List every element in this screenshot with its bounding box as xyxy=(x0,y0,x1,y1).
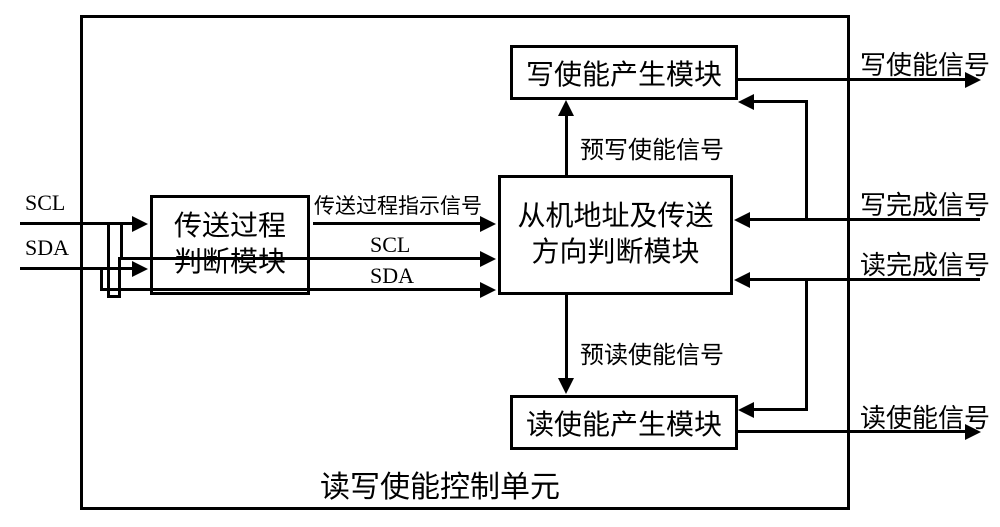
read-complete-arrow xyxy=(734,272,750,288)
read-enable-gen-block: 读使能产生模块 xyxy=(510,395,738,450)
slave-addr-block: 从机地址及传送 方向判断模块 xyxy=(498,175,733,295)
sda-int-line xyxy=(100,288,483,291)
sda-tap-v xyxy=(100,267,103,290)
scl-in-label: SCL xyxy=(25,190,65,216)
container-title: 读写使能控制单元 xyxy=(320,462,560,506)
transfer-judge-block: 传送过程 判断模块 xyxy=(150,195,310,295)
transfer-indicator-arrow xyxy=(480,216,496,232)
transfer-indicator-label: 传送过程指示信号 xyxy=(314,190,482,220)
write-complete-label: 写完成信号 xyxy=(860,185,990,222)
read-complete-branch-v xyxy=(805,278,808,411)
pre-write-line xyxy=(565,115,568,175)
write-complete-branch-v xyxy=(805,100,808,221)
pre-write-enable-label: 预写使能信号 xyxy=(580,130,724,165)
scl-tap-v xyxy=(120,222,123,260)
scl-int-line xyxy=(120,257,483,260)
scl-int-arrow xyxy=(480,251,496,267)
scl-internal-label: SCL xyxy=(370,232,410,258)
write-enable-gen-block: 写使能产生模块 xyxy=(510,45,738,100)
slave-addr-label: 从机地址及传送 方向判断模块 xyxy=(517,199,713,272)
write-enable-out-line xyxy=(738,78,968,81)
sda-internal-label: SDA xyxy=(370,263,414,289)
read-complete-line xyxy=(750,278,980,281)
sda-in-label: SDA xyxy=(25,235,69,261)
read-complete-label: 读完成信号 xyxy=(860,245,990,282)
write-enable-gen-label: 写使能产生模块 xyxy=(526,53,722,93)
pre-read-enable-label: 预读使能信号 xyxy=(580,335,724,370)
sda-int-arrow xyxy=(480,282,496,298)
sda-in-arrow xyxy=(132,261,148,277)
scl-branch-v xyxy=(107,222,110,297)
read-complete-branch-h xyxy=(753,408,808,411)
pre-read-line xyxy=(565,295,568,380)
scl-branch-v2 xyxy=(118,257,121,298)
write-enable-out-arrow xyxy=(965,72,981,88)
pre-read-arrow xyxy=(558,378,574,394)
transfer-indicator-line xyxy=(313,222,483,225)
scl-in-arrow xyxy=(132,216,148,232)
write-complete-arrow xyxy=(734,212,750,228)
read-complete-branch-arrow xyxy=(738,402,754,418)
read-enable-out-arrow xyxy=(965,424,981,440)
transfer-judge-label: 传送过程 判断模块 xyxy=(174,209,286,282)
write-complete-line xyxy=(750,218,980,221)
read-enable-gen-label: 读使能产生模块 xyxy=(526,403,722,443)
scl-in-line xyxy=(20,222,135,225)
pre-write-arrow xyxy=(558,100,574,116)
read-enable-out-line xyxy=(738,430,968,433)
write-complete-branch-arrow xyxy=(738,94,754,110)
write-complete-branch-h xyxy=(753,100,808,103)
